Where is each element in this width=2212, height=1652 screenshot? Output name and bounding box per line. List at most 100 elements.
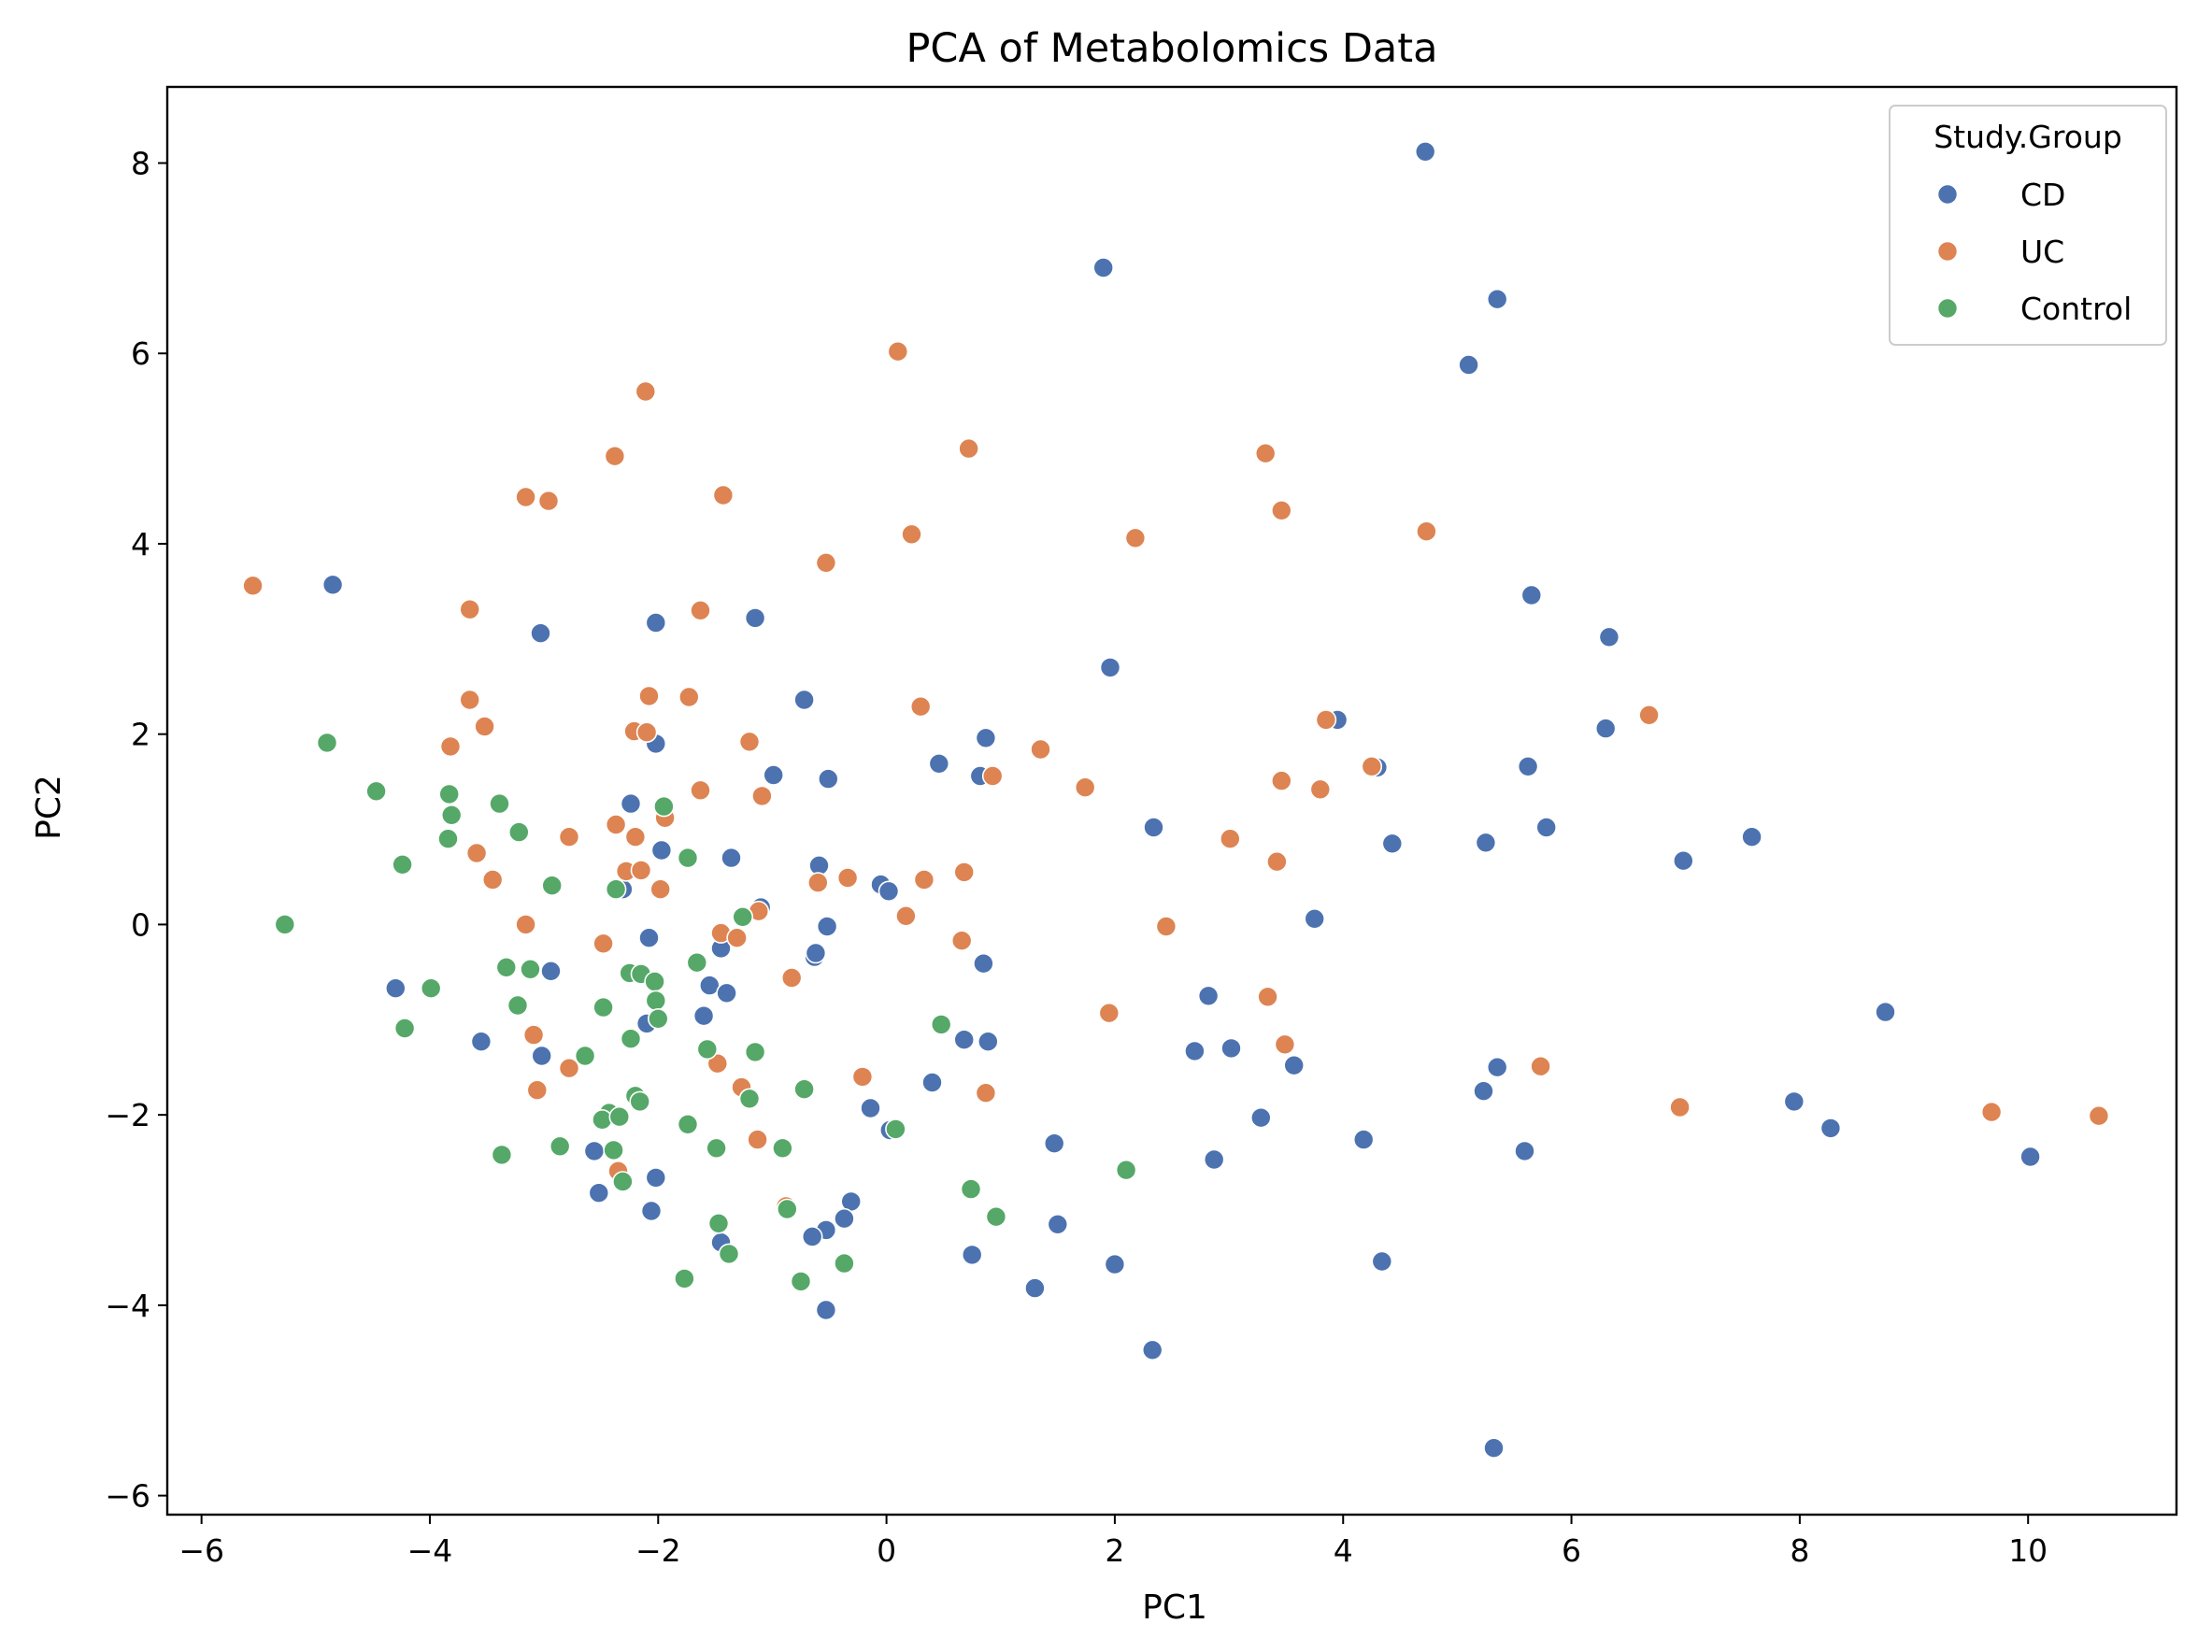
legend-title: Study.Group (1934, 119, 2122, 155)
data-point (953, 1029, 975, 1050)
data-point (465, 842, 488, 864)
x-tick-label: −2 (635, 1532, 681, 1569)
legend: Study.Group CD UC Control (1889, 105, 2167, 346)
data-point (588, 1182, 610, 1203)
x-tick-label: −4 (407, 1532, 453, 1569)
data-point (678, 686, 700, 708)
data-point (549, 1135, 571, 1158)
data-point (520, 959, 541, 980)
data-point (1098, 1002, 1120, 1024)
y-tick-label: −6 (105, 1478, 150, 1515)
data-point (772, 1137, 793, 1160)
data-point (583, 1140, 606, 1162)
data-point (696, 1038, 719, 1061)
data-point (612, 1171, 634, 1192)
data-point (2088, 1104, 2110, 1127)
data-point (1820, 1118, 1842, 1139)
data-point (1143, 817, 1164, 838)
data-point (640, 1200, 663, 1222)
data-point (985, 1205, 1007, 1228)
data-point (887, 340, 909, 363)
data-point (1458, 354, 1479, 376)
x-tick-label: −6 (178, 1532, 224, 1569)
x-tick-label: 2 (1105, 1532, 1124, 1569)
data-point (1381, 833, 1404, 855)
data-point (629, 1090, 651, 1113)
data-point (274, 914, 296, 935)
data-point (1483, 1437, 1505, 1459)
data-point (686, 951, 708, 974)
data-point (393, 1018, 416, 1039)
data-point (531, 1045, 553, 1067)
data-point (638, 685, 660, 707)
data-point (834, 1207, 855, 1230)
data-point (851, 1066, 874, 1088)
data-point (1047, 1214, 1069, 1235)
data-point (526, 1079, 549, 1101)
data-point (674, 1268, 695, 1289)
data-point (1220, 1037, 1242, 1060)
data-point (1257, 986, 1278, 1008)
data-point (928, 752, 950, 775)
data-point (635, 721, 658, 744)
data-point (726, 927, 748, 949)
data-point (885, 1118, 906, 1140)
data-point (608, 1105, 631, 1128)
y-tick-label: 6 (131, 335, 150, 372)
data-point (420, 977, 442, 999)
data-point (1535, 817, 1557, 838)
x-axis-label: PC1 (1142, 1588, 1207, 1627)
data-point (1371, 1250, 1393, 1273)
legend-marker-uc (1936, 240, 1959, 263)
points-layer (242, 141, 2110, 1459)
data-point (744, 607, 766, 629)
data-point (481, 869, 504, 890)
data-point (474, 716, 495, 737)
data-point (738, 1088, 761, 1110)
data-point (1155, 916, 1177, 937)
data-point (1673, 849, 1694, 872)
data-point (706, 1137, 727, 1160)
legend-marker-cd (1936, 183, 1959, 206)
x-tick-label: 0 (877, 1532, 896, 1569)
data-point (645, 1167, 667, 1189)
data-point (698, 975, 721, 996)
data-point (495, 957, 518, 978)
data-point (1309, 778, 1332, 801)
data-point (1184, 1040, 1206, 1062)
data-point (706, 1052, 729, 1075)
data-point (975, 1082, 997, 1104)
data-point (815, 1299, 837, 1321)
data-point (712, 484, 735, 506)
legend-marker-control (1936, 297, 1959, 320)
data-point (1220, 828, 1241, 850)
data-point (878, 880, 900, 903)
data-point (1315, 709, 1337, 731)
data-point (489, 792, 510, 815)
data-point (776, 1198, 798, 1220)
data-point (392, 853, 413, 876)
data-point (744, 1041, 766, 1063)
x-tick-label: 10 (2008, 1532, 2048, 1569)
data-point (624, 826, 647, 848)
data-point (860, 1097, 881, 1119)
data-point (537, 490, 560, 512)
data-point (604, 445, 626, 467)
data-point (491, 1144, 513, 1166)
data-point (1520, 584, 1543, 606)
legend-label-uc: UC (2020, 234, 2064, 270)
y-tick-label: −2 (105, 1097, 150, 1133)
data-point (801, 1226, 823, 1247)
y-tick-label: 8 (131, 145, 150, 181)
data-point (384, 977, 407, 999)
series-cd (321, 141, 2041, 1459)
data-point (1250, 1106, 1272, 1129)
data-point (459, 598, 481, 620)
data-point (1669, 1096, 1691, 1118)
data-point (470, 1031, 492, 1052)
data-point (961, 1244, 983, 1266)
data-point (650, 839, 673, 862)
data-point (649, 878, 672, 901)
data-point (1074, 776, 1096, 799)
data-point (653, 795, 675, 818)
